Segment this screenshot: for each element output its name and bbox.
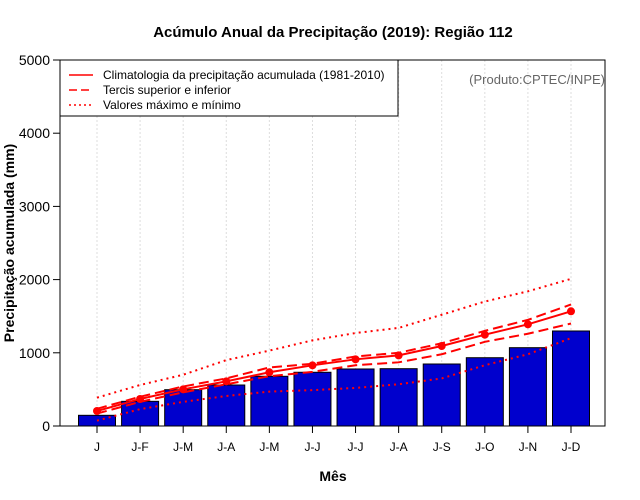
bar — [293, 371, 332, 427]
bar — [379, 368, 418, 427]
chart-title: Acúmulo Anual da Precipitação (2019): Re… — [153, 24, 513, 41]
y-tick-label: 1000 — [19, 345, 50, 361]
product-credit: (Produto:CPTEC/INPE) — [469, 72, 605, 87]
bar — [207, 384, 246, 427]
series-line-climatology — [96, 310, 572, 412]
bar — [552, 330, 590, 427]
x-tick-label: J-J — [348, 440, 364, 454]
legend: Climatologia da precipitação acumulada (… — [59, 59, 399, 117]
bar — [508, 347, 547, 427]
x-tick-label: J-A — [217, 440, 235, 454]
y-axis-label: Precipitação acumulada (mm) — [1, 144, 17, 342]
x-tick-label: J-N — [519, 440, 538, 454]
y-tick-label: 0 — [42, 418, 50, 434]
x-tick-label: J-S — [433, 440, 451, 454]
y-tick-label: 2000 — [19, 272, 50, 288]
x-tick-label: J-J — [304, 440, 320, 454]
y-tick-label: 5000 — [19, 52, 50, 68]
legend-box — [59, 59, 399, 117]
series-line-upper — [96, 303, 572, 410]
climatology-point — [567, 307, 575, 316]
bar — [250, 375, 289, 427]
climatology-point — [308, 361, 317, 370]
bar — [422, 363, 461, 427]
bar — [336, 368, 375, 427]
legend-label: Valores máximo e mínimo — [103, 98, 241, 112]
climatology-point — [265, 368, 274, 377]
x-tick-label: J-O — [475, 440, 494, 454]
legend-label: Climatologia da precipitação acumulada (… — [103, 68, 385, 82]
x-tick-label: J-M — [173, 440, 193, 454]
legend-label: Tercis superior e inferior — [103, 83, 231, 97]
bar — [465, 357, 504, 427]
x-tick-label: J-A — [390, 440, 408, 454]
x-tick-label: J-M — [259, 440, 279, 454]
x-tick-label: J-F — [131, 440, 148, 454]
x-tick-label: J-D — [562, 440, 581, 454]
y-tick-label: 4000 — [19, 125, 50, 141]
x-axis-label: Mês — [319, 468, 346, 484]
climatology-point — [480, 330, 489, 339]
x-tick-label: J — [94, 440, 100, 454]
series-line-lower — [96, 322, 572, 415]
y-tick-label: 3000 — [19, 198, 50, 214]
climatology-point — [222, 377, 231, 386]
climatology-point — [523, 320, 532, 329]
